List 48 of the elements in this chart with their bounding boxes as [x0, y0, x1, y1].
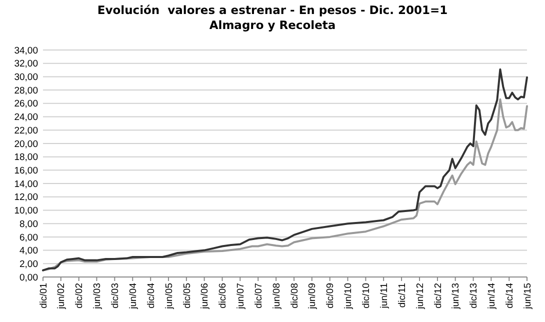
x-tick-label: jun/14 — [486, 283, 498, 310]
x-tick-label: jun/10 — [343, 283, 354, 310]
x-tick-label: dic/14 — [504, 283, 516, 308]
x-tick-label: jun/03 — [92, 283, 104, 310]
y-tick-label: 20,00 — [14, 138, 38, 150]
x-tick-label: jun/02 — [56, 283, 68, 310]
x-tick-label: dic/12 — [432, 283, 444, 308]
chart-title: Evolución valores a estrenar - En pesos - Dic. 2001=1 — [97, 3, 448, 17]
y-tick-label: 30,00 — [14, 72, 38, 84]
chart-subtitle: Almagro y Recoleta — [209, 18, 336, 32]
x-tick-label: jun/12 — [414, 283, 426, 310]
x-tick-label: jun/15 — [522, 283, 534, 310]
x-tick-label: dic/04 — [146, 283, 157, 308]
x-tick-label: dic/05 — [182, 283, 193, 308]
x-tick-label: jun/05 — [164, 283, 175, 310]
x-tick-label: jun/11 — [378, 283, 390, 310]
x-tick-label: dic/06 — [218, 283, 229, 308]
x-tick-label: dic/07 — [253, 283, 264, 308]
y-tick-label: 10,00 — [14, 206, 38, 217]
x-tick-label: jun/13 — [450, 283, 462, 310]
x-tick-label: dic/03 — [110, 283, 121, 308]
y-tick-label: 18,00 — [14, 152, 38, 164]
x-tick-label: jun/04 — [128, 283, 139, 310]
y-tick-label: 6,00 — [20, 232, 38, 244]
y-tick-label: 22,00 — [14, 125, 38, 136]
x-tick-label: jun/08 — [271, 283, 282, 310]
y-tick-label: 0,00 — [20, 272, 38, 284]
x-tick-label: jun/06 — [200, 283, 211, 310]
x-tick-label: dic/01 — [38, 283, 50, 308]
y-tick-label: 26,00 — [14, 98, 38, 110]
x-tick-label: dic/02 — [74, 283, 86, 308]
x-tick-label: dic/08 — [289, 283, 300, 308]
y-tick-label: 28,00 — [14, 85, 38, 96]
y-tick-label: 4,00 — [20, 246, 38, 257]
y-tick-label: 2,00 — [20, 258, 38, 270]
x-tick-label: dic/11 — [396, 283, 408, 308]
x-tick-label: jun/09 — [307, 283, 318, 310]
y-tick-label: 24,00 — [14, 112, 38, 124]
x-tick-label: dic/10 — [361, 283, 372, 308]
y-tick-label: 34,00 — [14, 45, 38, 56]
y-tick-label: 14,00 — [14, 178, 38, 190]
y-tick-label: 12,00 — [14, 192, 38, 204]
x-tick-label: jun/07 — [235, 283, 246, 310]
y-tick-label: 16,00 — [14, 166, 38, 176]
y-tick-label: 8,00 — [20, 218, 38, 230]
x-tick-label: dic/09 — [325, 283, 336, 308]
x-tick-label: dic/13 — [468, 283, 480, 308]
y-tick-label: 32,00 — [14, 58, 38, 70]
